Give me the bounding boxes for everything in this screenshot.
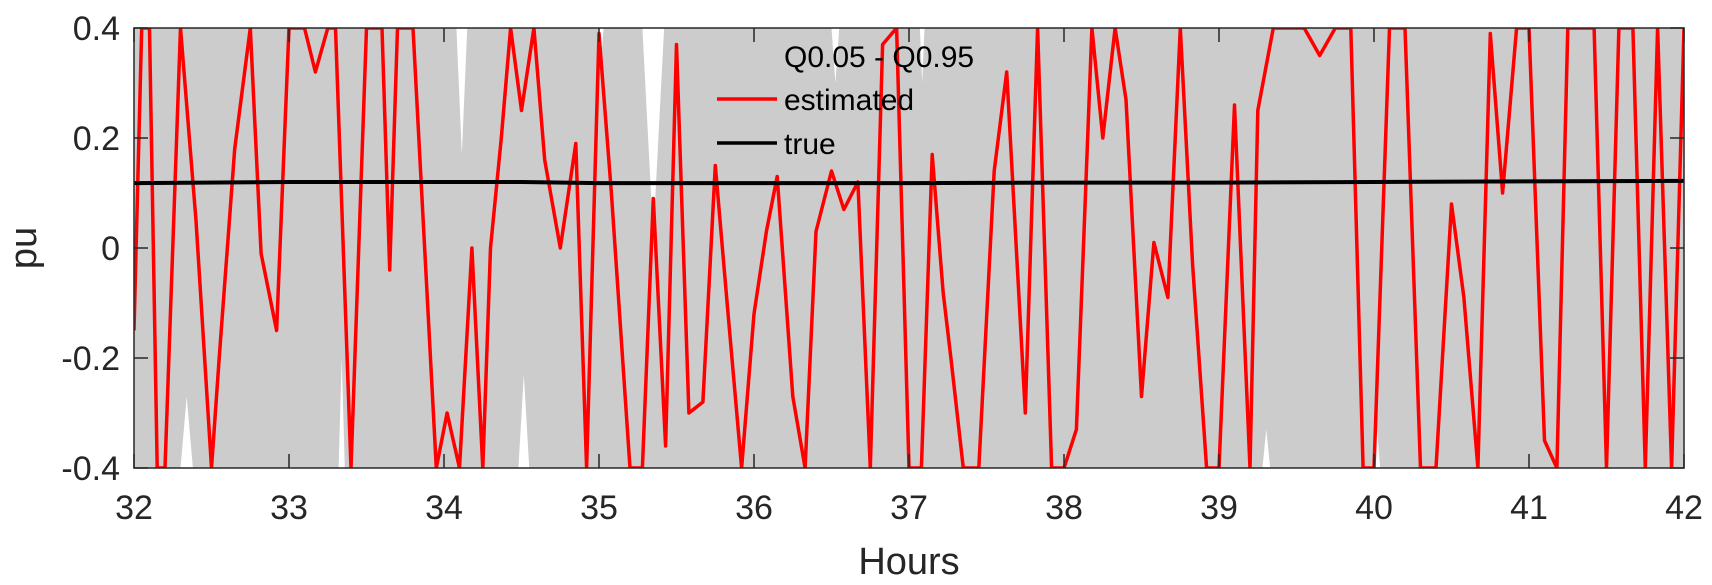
band-gap-7 xyxy=(919,28,925,83)
x-tick-label: 34 xyxy=(425,489,463,527)
band-fill xyxy=(134,28,1684,468)
legend: Q0.05 - Q0.95 estimated true xyxy=(713,41,974,161)
x-tick-labels: 32 33 34 35 36 37 38 39 40 41 42 xyxy=(115,489,1703,527)
series-lines xyxy=(134,28,1684,468)
band-gap-2 xyxy=(456,28,468,155)
legend-label-true: true xyxy=(784,128,836,161)
x-tick-label: 35 xyxy=(580,489,618,527)
x-tick-label: 32 xyxy=(115,489,153,527)
y-tick-label: -0.2 xyxy=(61,340,120,378)
x-tick-label: 42 xyxy=(1665,489,1703,527)
legend-label-estimated: estimated xyxy=(784,84,914,117)
x-tick-label: 41 xyxy=(1510,489,1548,527)
y-tick-label: 0.2 xyxy=(73,120,120,158)
band-gap-8 xyxy=(1262,429,1271,468)
series-line-true xyxy=(134,178,1684,186)
band-gap-1 xyxy=(338,358,345,468)
axis-ticks xyxy=(133,27,1685,469)
band-gap-6 xyxy=(831,28,840,83)
x-tick-label: 39 xyxy=(1200,489,1238,527)
x-tick-label: 36 xyxy=(735,489,773,527)
legend-label-band: Q0.05 - Q0.95 xyxy=(784,41,974,74)
y-tick-labels: -0.4 -0.2 0 0.2 0.4 xyxy=(61,10,120,488)
y-tick-label: 0 xyxy=(101,230,120,268)
x-tick-label: 37 xyxy=(890,489,928,527)
x-tick-label: 38 xyxy=(1045,489,1083,527)
x-axis-label: Hours xyxy=(858,541,959,583)
band-gap-0 xyxy=(180,396,193,468)
band-gap-5 xyxy=(642,28,665,237)
y-axis-label: pu xyxy=(3,227,45,269)
quantile-band xyxy=(134,28,1684,468)
band-gap-3 xyxy=(518,374,530,468)
legend-swatch-band xyxy=(713,44,779,58)
series-line-estimated xyxy=(134,28,1684,468)
x-tick-label: 33 xyxy=(270,489,308,527)
y-tick-label: 0.4 xyxy=(73,10,120,48)
x-tick-label: 40 xyxy=(1355,489,1393,527)
y-tick-label: -0.4 xyxy=(61,450,120,488)
